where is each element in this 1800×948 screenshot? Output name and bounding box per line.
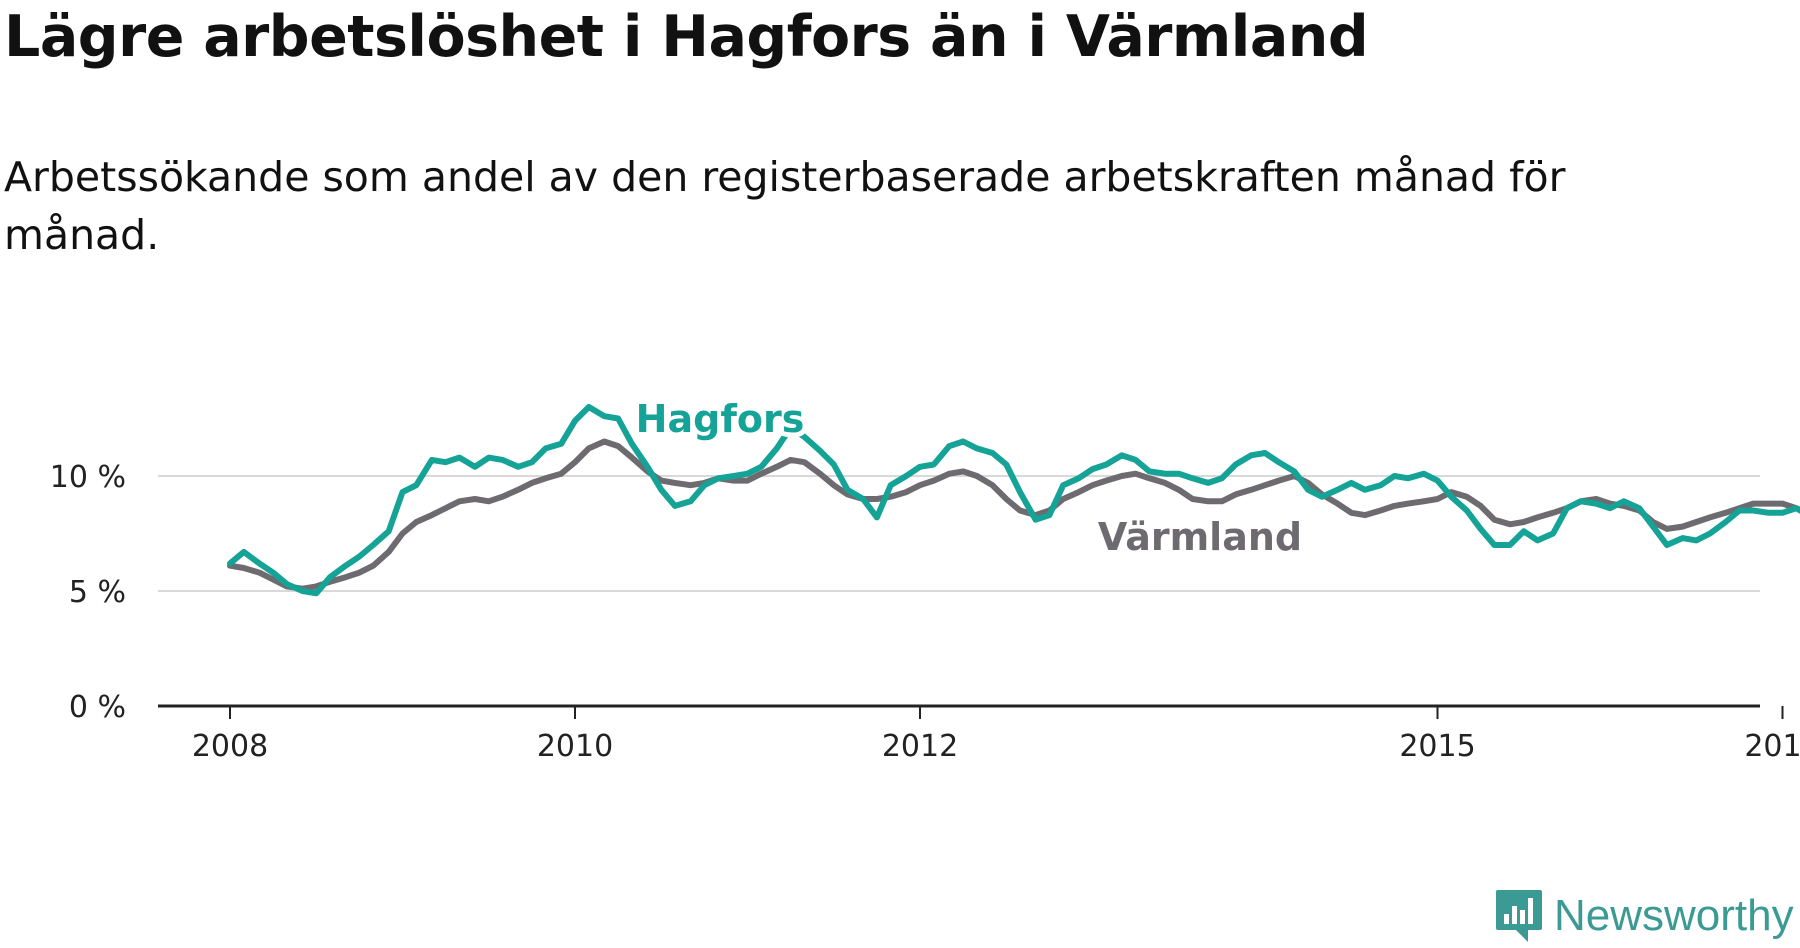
newsworthy-logo-text: Newsworthy bbox=[1554, 891, 1794, 940]
series-name-label: Hagfors bbox=[636, 397, 805, 441]
series-line-hagfors bbox=[227, 404, 1800, 597]
x-tick-label: 2008 bbox=[192, 729, 268, 764]
x-tick-label: 2017 bbox=[1744, 729, 1800, 764]
newsworthy-logo-icon bbox=[1496, 890, 1542, 942]
y-tick-label: 5 % bbox=[69, 575, 126, 610]
x-tick-label: 2010 bbox=[537, 729, 613, 764]
y-tick-label: 10 % bbox=[50, 460, 126, 495]
y-tick-label: 0 % bbox=[69, 690, 126, 725]
series-name-label: Värmland bbox=[1098, 515, 1302, 559]
newsworthy-logo: Newsworthy bbox=[1494, 888, 1794, 944]
chart-title: Lägre arbetslöshet i Hagfors än i Värmla… bbox=[4, 4, 1369, 70]
chart-subtitle: Arbetssökande som andel av den registerb… bbox=[4, 153, 1566, 259]
x-tick-label: 2012 bbox=[882, 729, 958, 764]
x-tick-label: 2015 bbox=[1399, 729, 1475, 764]
